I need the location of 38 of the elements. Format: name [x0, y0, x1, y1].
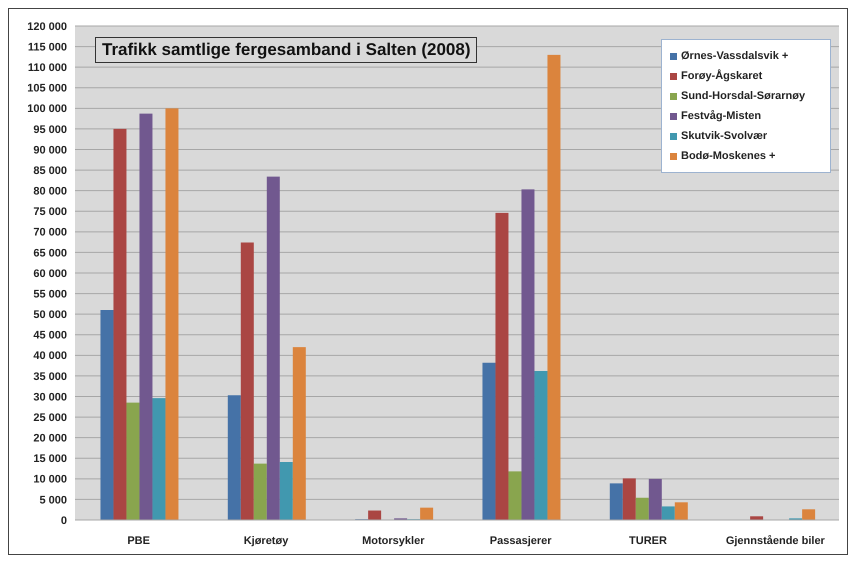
- y-tick-label: 25 000: [33, 412, 67, 424]
- legend-label: Festvåg-Misten: [681, 109, 762, 124]
- legend-label: Bodø-Moskenes +: [681, 149, 776, 164]
- y-tick-label: 45 000: [33, 330, 67, 342]
- y-tick-label: 50 000: [33, 309, 67, 322]
- y-tick-label: 0: [60, 514, 67, 527]
- legend-label: Sund-Horsdal-Sørarnøy: [681, 89, 806, 104]
- y-tick-label: 85 000: [33, 164, 67, 177]
- y-tick-label: 35 000: [33, 370, 67, 383]
- x-tick-label: Kjøretøy: [244, 534, 290, 547]
- y-tick-label: 20 000: [33, 432, 67, 445]
- y-tick-label: 10 000: [33, 474, 67, 486]
- y-tick-label: 40 000: [33, 350, 67, 362]
- y-tick-label: 55 000: [33, 288, 67, 300]
- y-tick-label: 100 000: [27, 103, 67, 116]
- text: Trafikk samtlige fergesamband i Salten (2008): [95, 37, 478, 63]
- legend-label: Forøy-Ågskaret: [681, 68, 762, 84]
- y-tick-label: 60 000: [33, 268, 67, 280]
- y-tick-label: 15 000: [33, 453, 67, 466]
- y-tick-label: 70 000: [33, 226, 67, 239]
- y-tick-label: 75 000: [33, 206, 67, 218]
- y-tick-label: 115 000: [28, 41, 67, 54]
- y-tick-label: 110 000: [28, 62, 67, 74]
- y-tick-label: 65 000: [33, 247, 67, 260]
- y-tick-label: 105 000: [27, 82, 67, 95]
- y-tick-label: 90 000: [33, 144, 67, 156]
- x-tick-label: TURER: [629, 534, 667, 547]
- legend-label: Skutvik-Svolvær: [681, 129, 768, 144]
- x-tick-label: Motorsykler: [362, 534, 426, 547]
- x-tick-label: Gjennstående biler: [726, 534, 826, 547]
- legend-label: Ørnes-Vassdalsvik +: [681, 49, 788, 64]
- y-tick-label: 30 000: [33, 391, 67, 404]
- x-tick-label: Passasjerer: [490, 534, 552, 547]
- y-tick-label: 5 000: [39, 494, 67, 506]
- y-tick-label: 80 000: [33, 186, 67, 198]
- x-tick-label: PBE: [127, 534, 150, 547]
- y-tick-label: 120 000: [27, 20, 67, 33]
- y-tick-label: 95 000: [33, 124, 67, 136]
